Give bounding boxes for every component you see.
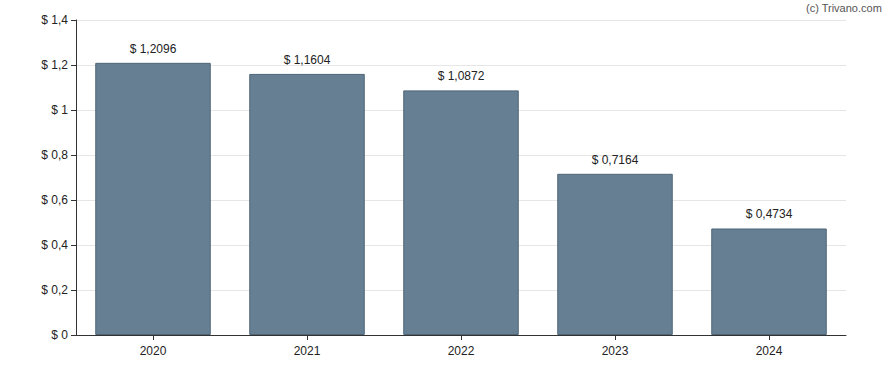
- svg-text:$ 0,4734: $ 0,4734: [746, 207, 793, 221]
- svg-text:$ 0,6: $ 0,6: [41, 193, 68, 207]
- svg-text:2022: 2022: [448, 344, 475, 358]
- svg-text:2020: 2020: [140, 344, 167, 358]
- svg-text:$ 1,2: $ 1,2: [41, 58, 68, 72]
- svg-text:$ 0,7164: $ 0,7164: [592, 153, 639, 167]
- svg-text:(c) Trivano.com: (c) Trivano.com: [806, 2, 882, 14]
- svg-text:$ 0,4: $ 0,4: [41, 238, 68, 252]
- svg-text:$ 0,8: $ 0,8: [41, 148, 68, 162]
- svg-text:$ 1: $ 1: [51, 103, 68, 117]
- svg-text:2024: 2024: [756, 344, 783, 358]
- svg-text:$ 1,4: $ 1,4: [41, 13, 68, 27]
- svg-text:2021: 2021: [294, 344, 321, 358]
- svg-text:$ 1,0872: $ 1,0872: [438, 69, 485, 83]
- svg-text:$ 0: $ 0: [51, 328, 68, 342]
- svg-text:$ 1,1604: $ 1,1604: [284, 53, 331, 67]
- svg-text:2023: 2023: [602, 344, 629, 358]
- svg-text:$ 0,2: $ 0,2: [41, 283, 68, 297]
- svg-text:$ 1,2096: $ 1,2096: [130, 42, 177, 56]
